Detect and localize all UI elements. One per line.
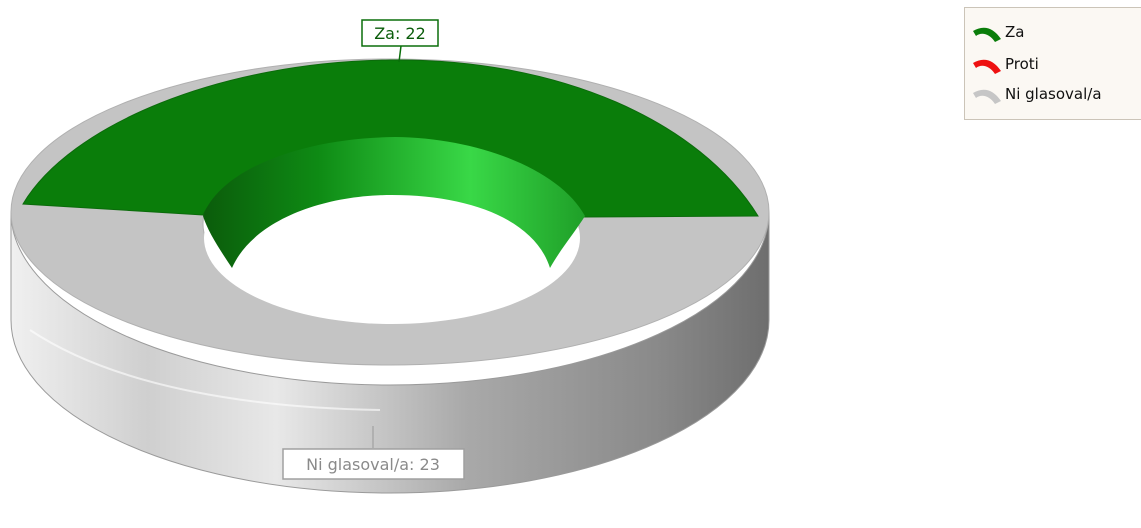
legend-label: Proti bbox=[1005, 55, 1039, 73]
legend-label: Ni glasoval/a bbox=[1005, 85, 1102, 103]
leader-line-za bbox=[398, 45, 402, 63]
data-label-ni-glasoval-box bbox=[282, 448, 465, 480]
data-label-za: Za: 22 bbox=[374, 24, 426, 43]
chart-legend: Za Proti Ni glasoval/a bbox=[964, 7, 1141, 120]
legend-item-proti[interactable]: Proti bbox=[971, 52, 1039, 76]
donut-outer-wall bbox=[10, 211, 770, 494]
legend-item-za[interactable]: Za bbox=[971, 20, 1024, 44]
data-label-za-box bbox=[361, 19, 439, 47]
legend-label: Za bbox=[1005, 23, 1025, 41]
legend-swatch-proti bbox=[973, 59, 1001, 74]
legend-swatch-za bbox=[973, 27, 1001, 42]
donut-highlight bbox=[29, 329, 381, 411]
legend-swatch-ni-glasoval bbox=[973, 89, 1001, 104]
data-label-ni-glasoval: Ni glasoval/a: 23 bbox=[306, 455, 440, 474]
donut-inner-wall-za bbox=[203, 137, 585, 268]
legend-item-ni-glasoval[interactable]: Ni glasoval/a bbox=[971, 82, 1102, 106]
